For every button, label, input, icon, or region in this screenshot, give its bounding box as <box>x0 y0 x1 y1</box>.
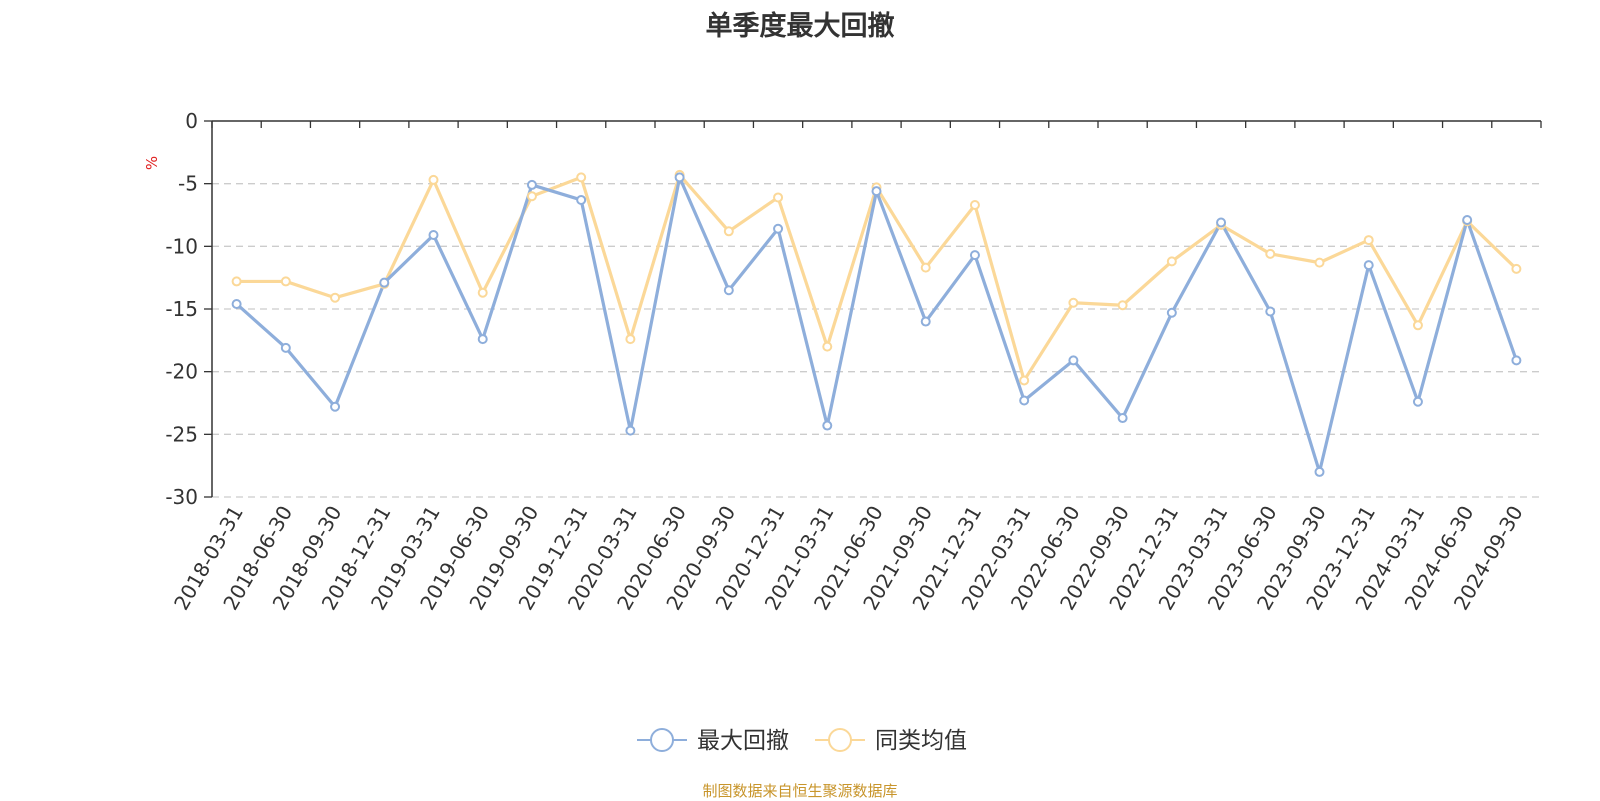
data-point <box>231 276 242 287</box>
legend-label: 最大回撤 <box>697 728 789 754</box>
data-point <box>1511 355 1522 366</box>
data-point <box>1314 257 1325 268</box>
data-point <box>1068 297 1079 308</box>
line-chart: 0-5-10-15-20-25-30%2018-03-312018-06-302… <box>143 109 1542 754</box>
data-point <box>1117 300 1128 311</box>
gridlines <box>212 183 1541 498</box>
data-point <box>428 174 439 185</box>
series <box>231 169 1522 477</box>
data-point <box>822 341 833 352</box>
legend-marker <box>828 728 852 752</box>
data-point <box>625 334 636 345</box>
data-point <box>723 226 734 237</box>
data-point <box>1511 263 1522 274</box>
data-point <box>822 420 833 431</box>
legend-marker <box>650 728 674 752</box>
data-point <box>1265 248 1276 259</box>
data-point <box>969 199 980 210</box>
legend: 最大回撤 同类均值 <box>637 728 967 754</box>
series-line <box>236 173 1518 383</box>
source-note: 制图数据来自恒生聚源数据库 <box>702 782 898 800</box>
data-point <box>576 194 587 205</box>
data-point <box>330 401 341 412</box>
y-tick-label: -10 <box>165 234 198 258</box>
data-point <box>1363 260 1374 271</box>
data-point <box>625 425 636 436</box>
data-point <box>920 262 931 273</box>
data-point <box>1265 306 1276 317</box>
series-line <box>235 175 1518 474</box>
y-tick-label: -30 <box>165 485 198 509</box>
data-point <box>526 179 537 190</box>
data-point <box>330 292 341 303</box>
data-point <box>723 285 734 296</box>
data-point <box>379 277 390 288</box>
y-axis-label: % <box>143 156 161 170</box>
data-point <box>1117 413 1128 424</box>
data-point <box>920 316 931 327</box>
data-point <box>871 186 882 197</box>
data-point <box>1216 217 1227 228</box>
data-point <box>773 192 784 203</box>
data-point <box>477 334 488 345</box>
data-point <box>1462 215 1473 226</box>
data-point <box>576 172 587 183</box>
data-point <box>477 287 488 298</box>
data-point <box>1412 396 1423 407</box>
data-point <box>969 250 980 261</box>
y-tick-label: -5 <box>178 172 198 196</box>
data-point <box>280 342 291 353</box>
data-point <box>428 230 439 241</box>
data-point <box>1019 375 1030 386</box>
data-point <box>1314 466 1325 477</box>
data-point <box>1019 395 1030 406</box>
data-point <box>674 172 685 183</box>
data-point <box>1166 307 1177 318</box>
chart-title: 单季度最大回撤 <box>705 11 895 42</box>
y-tick-label: -25 <box>165 422 198 446</box>
data-point <box>280 276 291 287</box>
y-tick-label: -20 <box>165 360 198 384</box>
data-point <box>1363 235 1374 246</box>
data-point <box>1412 320 1423 331</box>
y-tick-label: -15 <box>165 297 198 321</box>
y-tick-label: 0 <box>185 109 198 133</box>
data-point <box>1068 355 1079 366</box>
data-point <box>773 223 784 234</box>
data-point <box>526 191 537 202</box>
data-point <box>1166 256 1177 267</box>
data-point <box>231 298 242 309</box>
legend-label: 同类均值 <box>875 728 967 754</box>
